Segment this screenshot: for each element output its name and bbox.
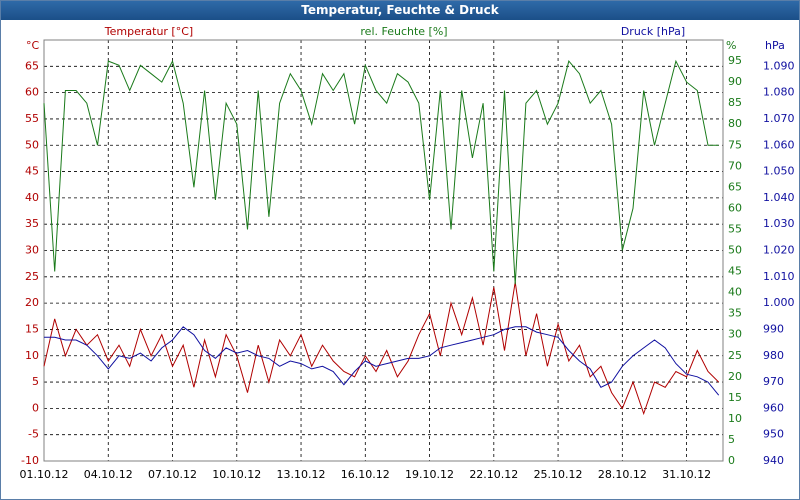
x-tick-label: 07.10.12 bbox=[148, 468, 197, 481]
legend-label: rel. Feuchte [%] bbox=[360, 25, 447, 38]
y3-tick-label: 1.080 bbox=[763, 86, 795, 99]
x-tick-label: 19.10.12 bbox=[405, 468, 454, 481]
y-tick-label: 0 bbox=[32, 401, 39, 414]
y2-tick-label: 95 bbox=[728, 54, 742, 67]
y2-tick-label: 85 bbox=[728, 96, 742, 109]
y3-tick-label: 940 bbox=[763, 454, 784, 467]
y-tick-label: 55 bbox=[25, 112, 39, 125]
x-tick-label: 25.10.12 bbox=[534, 468, 583, 481]
y3-tick-label: 1.070 bbox=[763, 112, 795, 125]
y3-tick-label: 1.040 bbox=[763, 191, 795, 204]
y2-tick-label: 15 bbox=[728, 391, 742, 404]
y2-tick-label: 65 bbox=[728, 180, 742, 193]
y2-tick-label: 30 bbox=[728, 328, 742, 341]
y-tick-label: 25 bbox=[25, 270, 39, 283]
y3-tick-label: 1.060 bbox=[763, 138, 795, 151]
y2-tick-label: 80 bbox=[728, 117, 742, 130]
y-tick-label: -5 bbox=[28, 428, 39, 441]
y3-tick-label: 1.050 bbox=[763, 165, 795, 178]
y-axis-label: °C bbox=[26, 39, 40, 52]
plot-frame bbox=[43, 39, 724, 462]
y-tick-label: 10 bbox=[25, 349, 39, 362]
x-tick-label: 22.10.12 bbox=[469, 468, 518, 481]
y3-tick-label: 990 bbox=[763, 322, 784, 335]
y3-tick-label: 1.020 bbox=[763, 244, 795, 257]
x-tick-label: 13.10.12 bbox=[277, 468, 326, 481]
y2-tick-label: 35 bbox=[728, 307, 742, 320]
y2-tick-label: 5 bbox=[728, 433, 735, 446]
y-tick-label: 30 bbox=[25, 244, 39, 257]
y2-tick-label: 70 bbox=[728, 159, 742, 172]
y2-tick-label: 50 bbox=[728, 244, 742, 257]
y-tick-label: 60 bbox=[25, 86, 39, 99]
y-tick-label: 35 bbox=[25, 217, 39, 230]
y3-tick-label: 1.000 bbox=[763, 296, 795, 309]
y2-tick-label: 20 bbox=[728, 370, 742, 383]
y-tick-label: 65 bbox=[25, 59, 39, 72]
y-tick-label: 50 bbox=[25, 138, 39, 151]
y2-tick-label: 25 bbox=[728, 349, 742, 362]
x-tick-label: 04.10.12 bbox=[84, 468, 133, 481]
x-tick-label: 16.10.12 bbox=[341, 468, 390, 481]
chart: -10 -5 0 5 10 15 20 25 30 35 40 45 50 55 60 65 0 5 10 15 20 2… bbox=[20, 25, 795, 481]
x-tick-label: 01.10.12 bbox=[20, 468, 69, 481]
legend-label: Temperatur [°C] bbox=[104, 25, 193, 38]
y2-tick-label: 75 bbox=[728, 138, 742, 151]
y2-tick-label: 90 bbox=[728, 75, 742, 88]
x-tick-label: 31.10.12 bbox=[662, 468, 711, 481]
y3-axis-label: hPa bbox=[765, 39, 785, 52]
y3-tick-label: 1.090 bbox=[763, 59, 795, 72]
y2-tick-label: 40 bbox=[728, 286, 742, 299]
y3-tick-label: 1.030 bbox=[763, 217, 795, 230]
y2-axis-label: % bbox=[726, 39, 736, 52]
y3-tick-label: 1.010 bbox=[763, 270, 795, 283]
y3-tick-label: 950 bbox=[763, 428, 784, 441]
y3-tick-label: 960 bbox=[763, 401, 784, 414]
y-tick-label: 45 bbox=[25, 165, 39, 178]
y3-tick-label: 980 bbox=[763, 349, 784, 362]
data-line bbox=[43, 282, 720, 416]
y2-tick-label: 0 bbox=[728, 454, 735, 467]
y2-tick-label: 60 bbox=[728, 201, 742, 214]
data-line bbox=[43, 59, 719, 285]
y2-tick-label: 45 bbox=[728, 265, 742, 278]
window-title: Temperatur, Feuchte & Druck bbox=[1, 1, 799, 20]
y-tick-label: 5 bbox=[32, 375, 39, 388]
x-tick-label: 28.10.12 bbox=[598, 468, 647, 481]
data-line bbox=[44, 326, 720, 396]
y3-tick-label: 970 bbox=[763, 375, 784, 388]
y-tick-label: 40 bbox=[25, 191, 39, 204]
y-tick-label: 20 bbox=[25, 296, 39, 309]
y-tick-label: 15 bbox=[25, 322, 39, 335]
y2-tick-label: 10 bbox=[728, 412, 742, 425]
legend-label: Druck [hPa] bbox=[621, 25, 685, 38]
y2-tick-label: 55 bbox=[728, 222, 742, 235]
x-tick-label: 10.10.12 bbox=[212, 468, 261, 481]
y-tick-label: -10 bbox=[21, 454, 39, 467]
